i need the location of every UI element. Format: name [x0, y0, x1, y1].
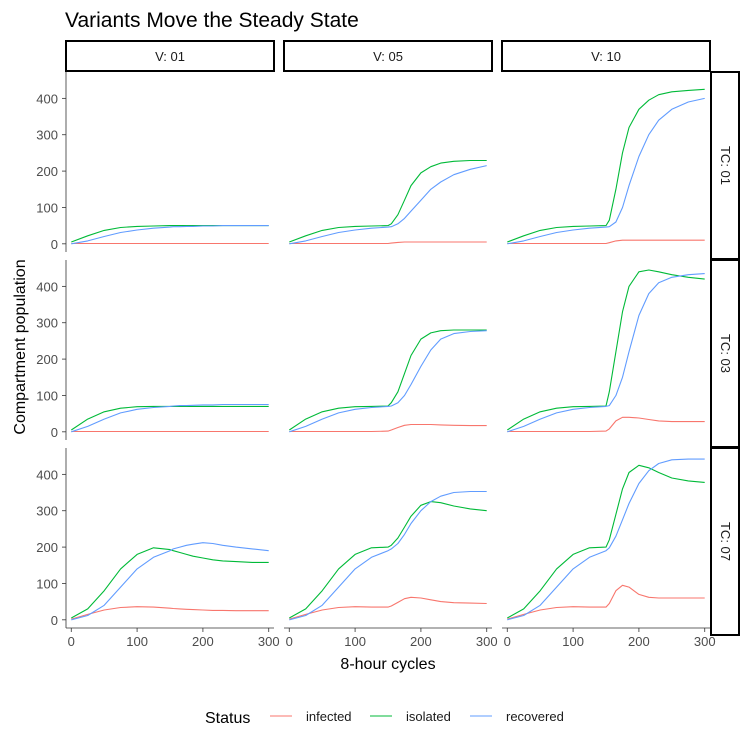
legend-title: Status: [205, 710, 250, 727]
series-line-infected: [289, 423, 487, 433]
series-line-isolated: [289, 159, 487, 243]
series-line-infected: [289, 241, 487, 245]
series-line-isolated: [289, 501, 487, 619]
y-tick-label: 200: [36, 540, 58, 555]
row-strip-1: [710, 71, 740, 260]
series-line-infected: [507, 239, 705, 245]
row-strip-label: TC: 03: [718, 334, 733, 373]
series-line-recovered: [507, 458, 705, 621]
x-tick-label: 100: [562, 634, 584, 649]
series-line-infected: [507, 416, 705, 433]
y-tick-label: 0: [51, 237, 58, 252]
x-tick-label: 0: [286, 634, 293, 649]
series-line-isolated: [507, 464, 705, 619]
y-tick-label: 0: [51, 613, 58, 628]
series-line-recovered: [289, 490, 487, 621]
y-tick-label: 200: [36, 352, 58, 367]
series-line-recovered: [507, 273, 705, 433]
chart-title: Variants Move the Steady State: [65, 9, 359, 32]
legend-label-infected: infected: [306, 709, 352, 724]
x-tick-label: 200: [192, 634, 214, 649]
x-axis-title: 8-hour cycles: [340, 656, 435, 673]
y-tick-label: 400: [36, 91, 58, 106]
y-tick-label: 0: [51, 425, 58, 440]
legend-label-isolated: isolated: [406, 709, 451, 724]
series-line-infected: [71, 606, 269, 620]
series-line-isolated: [71, 547, 269, 619]
x-tick-label: 300: [258, 634, 280, 649]
panels-layer: V: 01 V: 05 V: 10 TC: 01 TC: 03 TC: 07 0 100 200…: [36, 40, 740, 649]
row-strip-label: TC: 07: [718, 522, 733, 561]
series-line-infected: [507, 584, 705, 620]
series-line-recovered: [71, 225, 269, 245]
x-tick-label: 300: [694, 634, 716, 649]
y-axis-title: Compartment population: [12, 259, 29, 434]
row-strip-3: [710, 447, 740, 636]
x-tick-label: 0: [68, 634, 75, 649]
x-tick-label: 200: [410, 634, 432, 649]
row-strip-label: TC: 01: [718, 146, 733, 185]
column-strip-label: V: 05: [373, 49, 403, 64]
column-strip-3: [501, 40, 711, 72]
column-strip-label: V: 10: [591, 49, 621, 64]
column-strip-1: [65, 40, 275, 72]
series-line-isolated: [288, 329, 487, 431]
y-tick-label: 300: [36, 128, 58, 143]
y-tick-label: 300: [36, 316, 58, 331]
legend-label-recovered: recovered: [506, 709, 564, 724]
column-strip-label: V: 01: [155, 49, 185, 64]
y-tick-label: 300: [36, 504, 58, 519]
legend: Status infected isolated recovered: [205, 709, 564, 727]
column-strip-2: [283, 40, 493, 72]
series-line-isolated: [507, 88, 705, 243]
y-tick-label: 100: [36, 388, 58, 403]
x-tick-label: 0: [504, 634, 511, 649]
series-line-infected: [289, 596, 487, 620]
x-tick-label: 100: [344, 634, 366, 649]
x-tick-label: 100: [126, 634, 148, 649]
series-line-recovered: [289, 330, 487, 433]
x-tick-label: 200: [628, 634, 650, 649]
series-line-recovered: [71, 403, 269, 433]
y-tick-label: 100: [36, 576, 58, 591]
y-tick-label: 400: [36, 467, 58, 482]
x-tick-label: 300: [476, 634, 498, 649]
series-line-recovered: [71, 542, 269, 621]
y-tick-label: 200: [36, 164, 58, 179]
series-line-isolated: [506, 269, 705, 431]
series-line-isolated: [71, 225, 269, 243]
series-line-recovered: [507, 97, 705, 245]
series-line-recovered: [289, 165, 487, 245]
series-line-isolated: [70, 405, 269, 431]
y-tick-label: 100: [36, 200, 58, 215]
y-tick-label: 400: [36, 279, 58, 294]
